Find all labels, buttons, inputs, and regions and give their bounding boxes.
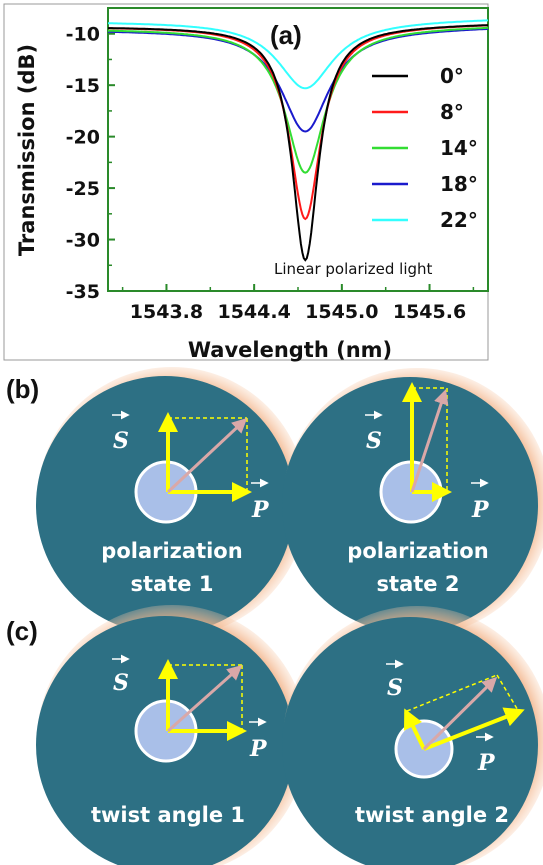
resultant-vector-arrow [167,665,243,733]
x-tick-label: 1544.4 [217,301,290,323]
series-line [108,24,488,221]
s-vector-label: S [113,670,129,696]
chart-annotation: Linear polarized light [274,260,433,278]
legend-label: 8° [440,100,464,124]
series-line [108,24,489,262]
y-axis-ticks: -10 -15 -20 -25 -30 -35 [66,24,115,303]
panel-label-c: (c) [6,616,38,646]
x-axis-title: Wavelength (nm) [188,338,392,362]
series-line [108,26,489,174]
diagram-twist-angle-1: S P twist angle 1 [36,605,307,865]
diagram-label-line2: state 1 [131,572,214,596]
s-vector-label: S [113,428,129,454]
y-tick-label: -15 [66,75,100,97]
series-line [108,27,489,133]
resultant-vector-arrow [422,676,498,751]
resultant-vector-arrow [166,417,248,494]
x-tick-label: 1543.8 [130,301,203,323]
diagram-polarization-state-1: S P polarization state 1 [36,367,307,637]
p-vector-arrow [423,707,525,751]
diagram-label-line1: twist angle 2 [355,803,509,827]
y-tick-label: -30 [66,230,100,252]
y-tick-label: -20 [66,127,100,149]
legend-label: 18° [440,172,478,196]
series-lines [108,19,489,262]
y-tick-label: -25 [66,178,100,200]
transmission-chart: -10-15-20-25-30-35 1543.8 1544.4 1545.0 154… [3,3,489,362]
p-vector-label: P [471,497,490,523]
diagram-label-line1: polarization [347,539,488,563]
diagram-label-line1: polarization [101,539,242,563]
s-vector-label: S [387,675,403,701]
p-vector-label: P [251,497,270,523]
diagram-polarization-state-2: S P polarization state 2 [282,368,543,636]
p-vector-label: P [249,736,268,762]
x-tick-label: 1545.6 [393,301,466,323]
resultant-vector-arrow [410,389,449,493]
s-vector-arrow [404,708,426,750]
plot-area [107,7,489,292]
s-vector-label: S [366,428,382,454]
p-vector-label: P [477,750,496,776]
diagram-twist-angle-2: S P twist angle 2 [282,606,543,865]
y-tick-label: -10 [66,24,100,46]
x-tick-label: 1545.0 [305,301,378,323]
projection-dash-2 [496,674,520,713]
x-axis-ticks: 1543.8 1544.4 1545.0 1545.6 [121,284,475,323]
panel-label-b: (b) [6,374,39,404]
y-axis-title: Transmission (dB) [15,44,39,256]
diagram-label-line1: twist angle 1 [91,803,245,827]
y-tick-label: -35 [66,281,100,303]
legend: 0° 8° 14° 18° 22° [372,64,478,232]
panel-label-a: (a) [270,20,302,50]
legend-label: 22° [440,208,478,232]
legend-label: 0° [440,64,464,88]
diagram-label-line2: state 2 [377,572,460,596]
legend-label: 14° [440,136,478,160]
series-line [108,19,488,90]
